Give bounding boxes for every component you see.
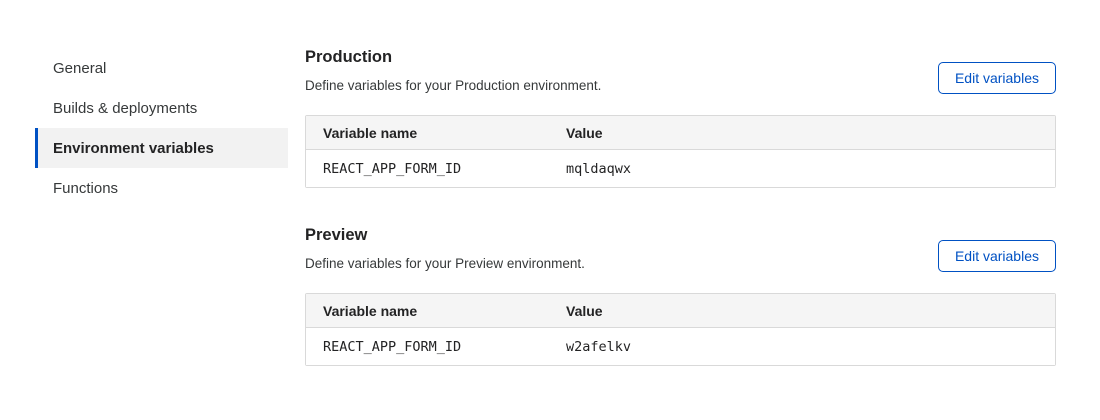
column-header-variable-name: Variable name — [306, 116, 549, 150]
table-row: REACT_APP_FORM_ID w2afelkv — [306, 328, 1055, 365]
table-row: REACT_APP_FORM_ID mqldaqwx — [306, 150, 1055, 187]
preview-section-description: Define variables for your Preview enviro… — [305, 256, 585, 271]
sidebar-item-functions[interactable]: Functions — [53, 179, 119, 197]
environment-variables-panel: Production Define variables for your Pro… — [305, 48, 1056, 366]
variable-value-cell: w2afelkv — [549, 328, 1055, 365]
variable-name-cell: REACT_APP_FORM_ID — [306, 150, 549, 187]
table-header-row: Variable name Value — [306, 294, 1055, 328]
production-edit-variables-button[interactable]: Edit variables — [937, 62, 1056, 94]
preview-section-title: Preview — [305, 226, 368, 244]
sidebar-item-environment-variables[interactable]: Environment variables — [35, 128, 288, 168]
variable-value-cell: mqldaqwx — [549, 150, 1055, 187]
preview-edit-variables-button[interactable]: Edit variables — [937, 240, 1056, 272]
production-section: Production Define variables for your Pro… — [305, 48, 1056, 188]
production-section-title: Production — [305, 48, 393, 66]
preview-section: Preview Define variables for your Previe… — [305, 226, 1056, 366]
production-section-description: Define variables for your Production env… — [305, 78, 602, 93]
sidebar-item-builds-deployments[interactable]: Builds & deployments — [53, 99, 198, 117]
settings-sidebar: General Builds & deployments Environment… — [35, 48, 288, 208]
column-header-variable-name: Variable name — [306, 294, 549, 328]
preview-variables-table: Variable name Value REACT_APP_FORM_ID w2… — [305, 293, 1056, 366]
sidebar-item-general[interactable]: General — [53, 59, 107, 77]
column-header-value: Value — [549, 294, 1055, 328]
production-variables-table: Variable name Value REACT_APP_FORM_ID mq… — [305, 115, 1056, 188]
settings-page: General Builds & deployments Environment… — [35, 48, 1056, 366]
column-header-value: Value — [549, 116, 1055, 150]
variable-name-cell: REACT_APP_FORM_ID — [306, 328, 549, 365]
table-header-row: Variable name Value — [306, 116, 1055, 150]
